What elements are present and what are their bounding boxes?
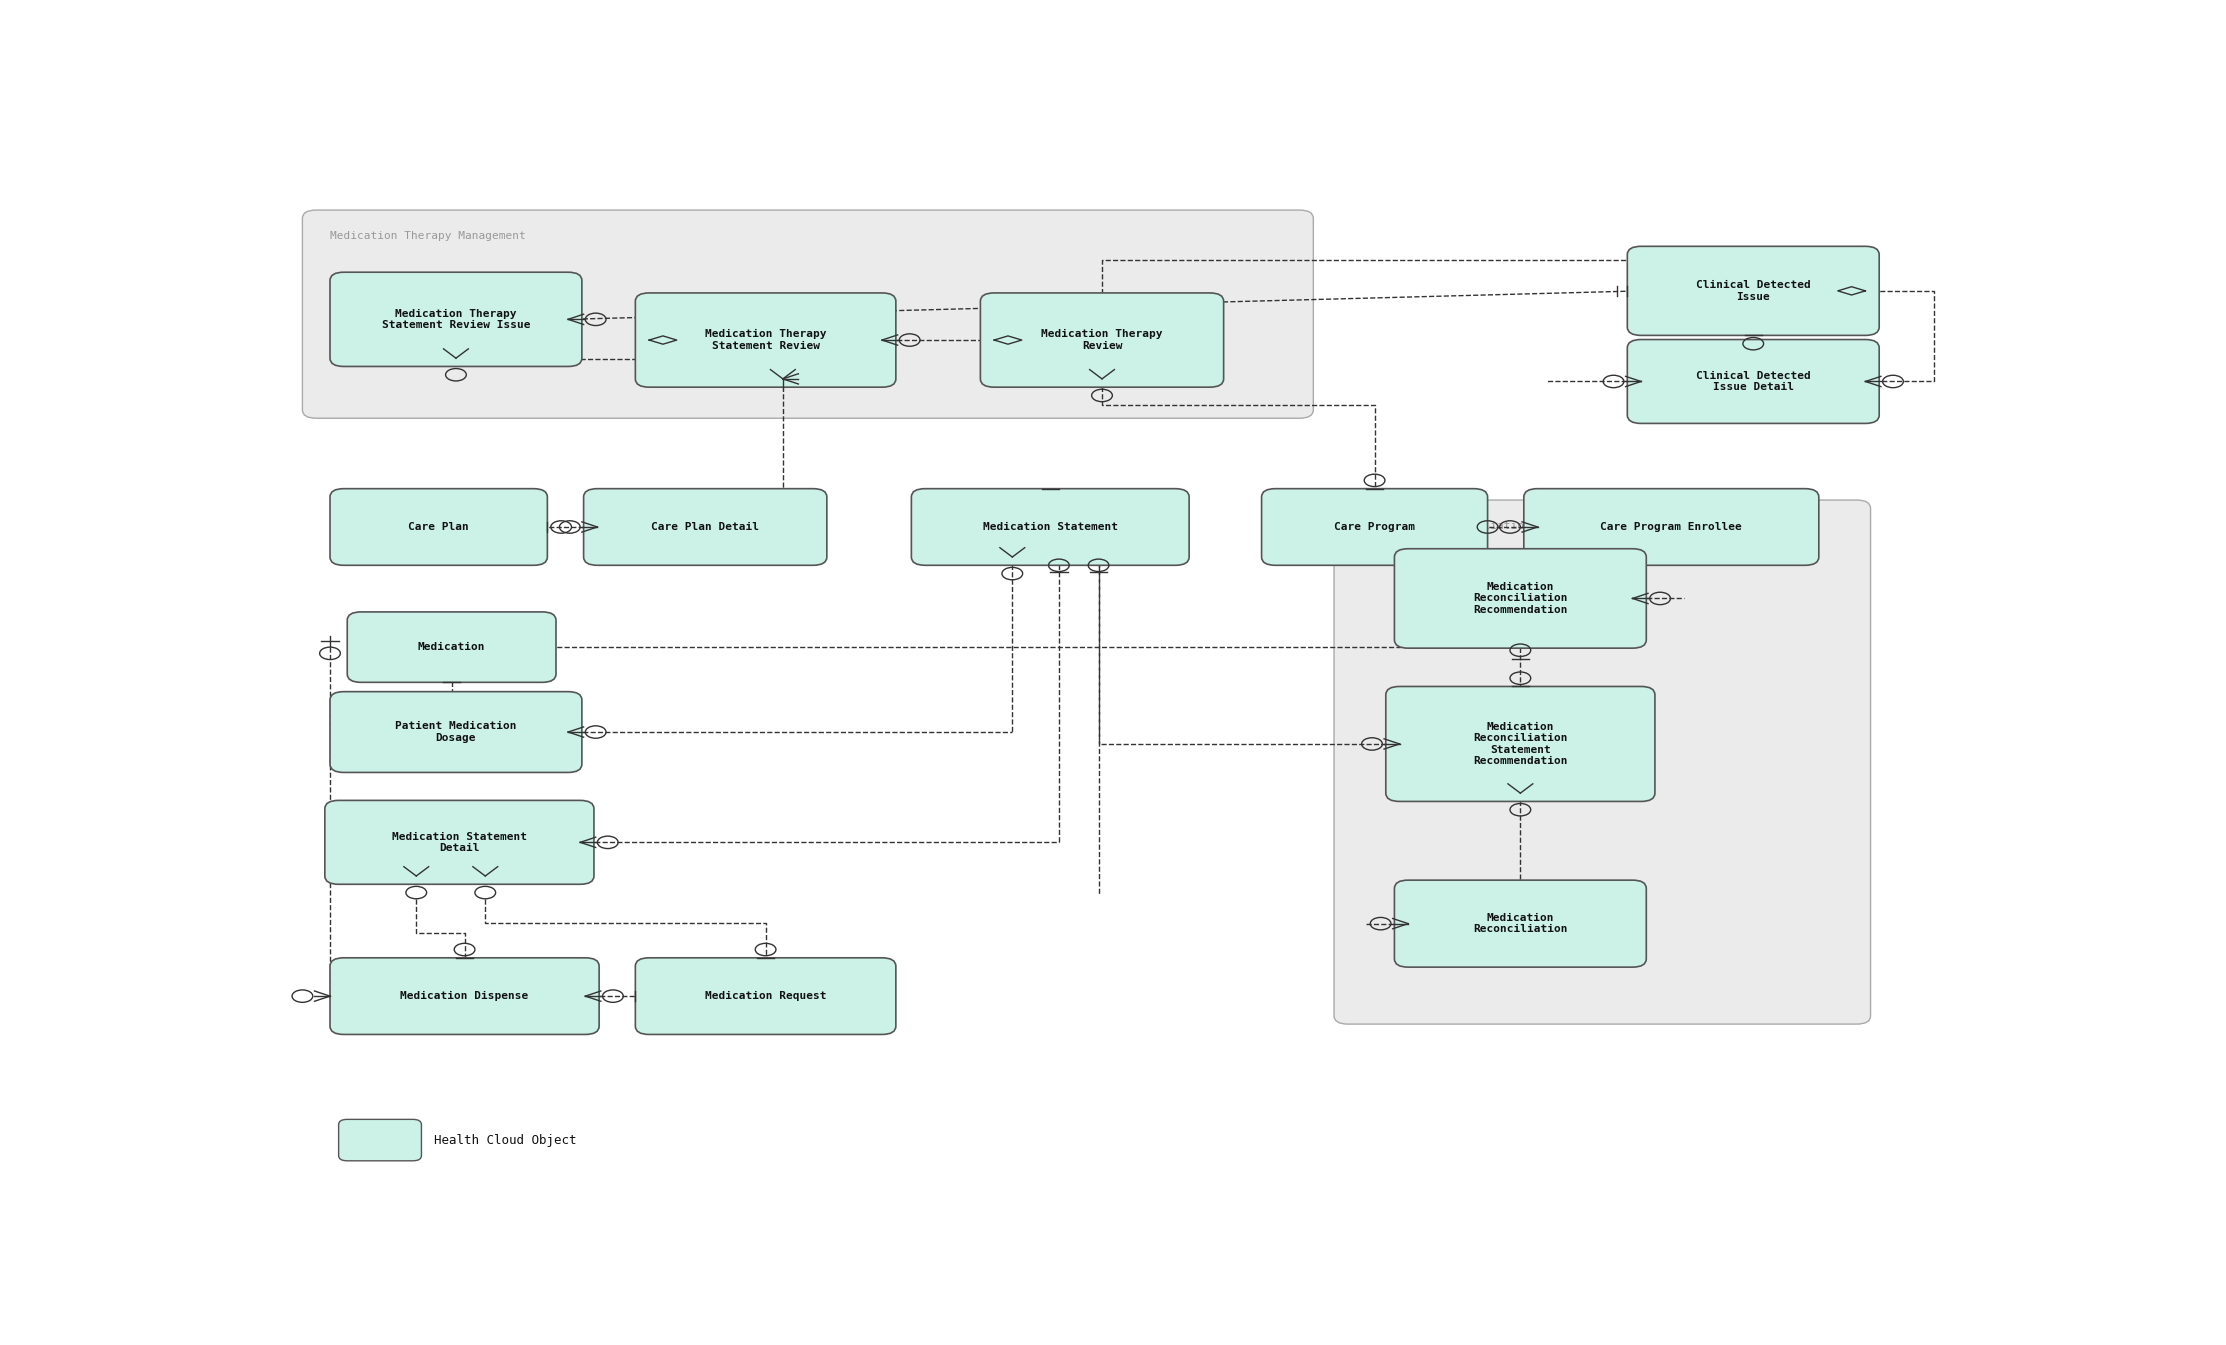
Text: Medication Therapy Management: Medication Therapy Management — [329, 231, 525, 241]
Text: Medication Therapy
Statement Review Issue: Medication Therapy Statement Review Issu… — [381, 308, 530, 330]
FancyBboxPatch shape — [347, 612, 556, 682]
FancyBboxPatch shape — [338, 1119, 421, 1161]
Text: Medication: Medication — [418, 642, 485, 652]
Text: Clinical Detected
Issue Detail: Clinical Detected Issue Detail — [1696, 371, 1810, 393]
FancyBboxPatch shape — [325, 800, 594, 884]
Text: Medication Statement
Detail: Medication Statement Detail — [392, 831, 528, 853]
Text: Medication
Reconciliation
Statement
Recommendation: Medication Reconciliation Statement Reco… — [1474, 721, 1567, 767]
FancyBboxPatch shape — [329, 272, 581, 366]
FancyBboxPatch shape — [1387, 686, 1654, 802]
FancyBboxPatch shape — [1627, 246, 1879, 335]
FancyBboxPatch shape — [329, 488, 548, 565]
FancyBboxPatch shape — [1627, 339, 1879, 424]
FancyBboxPatch shape — [1262, 488, 1487, 565]
Text: Care Plan: Care Plan — [407, 522, 470, 533]
FancyBboxPatch shape — [1393, 549, 1647, 648]
FancyBboxPatch shape — [303, 210, 1313, 418]
FancyBboxPatch shape — [634, 958, 895, 1034]
Text: Medication Therapy
Review: Medication Therapy Review — [1042, 330, 1162, 351]
FancyBboxPatch shape — [583, 488, 826, 565]
Text: Medication
Reconciliation: Medication Reconciliation — [1474, 913, 1567, 935]
Text: Health Cloud Object: Health Cloud Object — [434, 1134, 577, 1146]
Text: Medication Statement: Medication Statement — [982, 522, 1117, 533]
FancyBboxPatch shape — [1525, 488, 1819, 565]
Text: Patient Medication
Dosage: Patient Medication Dosage — [396, 721, 516, 742]
FancyBboxPatch shape — [1333, 500, 1870, 1024]
Text: Care Program Enrollee: Care Program Enrollee — [1600, 522, 1743, 533]
Text: Medication Reconciliation: Medication Reconciliation — [1362, 521, 1531, 531]
FancyBboxPatch shape — [634, 293, 895, 387]
FancyBboxPatch shape — [979, 293, 1224, 387]
Text: Care Program: Care Program — [1333, 522, 1416, 533]
FancyBboxPatch shape — [329, 691, 581, 772]
FancyBboxPatch shape — [910, 488, 1189, 565]
Text: Medication Request: Medication Request — [706, 991, 826, 1001]
Text: Medication Therapy
Statement Review: Medication Therapy Statement Review — [706, 330, 826, 351]
Text: Care Plan Detail: Care Plan Detail — [652, 522, 759, 533]
Text: Medication Dispense: Medication Dispense — [401, 991, 530, 1001]
Text: Clinical Detected
Issue: Clinical Detected Issue — [1696, 280, 1810, 301]
Text: Medication
Reconciliation
Recommendation: Medication Reconciliation Recommendation — [1474, 582, 1567, 615]
FancyBboxPatch shape — [329, 958, 599, 1034]
FancyBboxPatch shape — [1393, 880, 1647, 967]
